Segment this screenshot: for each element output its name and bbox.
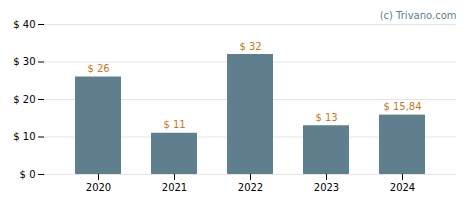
- svg-text:2023: 2023: [314, 182, 339, 193]
- svg-text:2020: 2020: [86, 182, 111, 193]
- svg-text:2022: 2022: [238, 182, 263, 193]
- svg-text:$ 30: $ 30: [13, 56, 35, 67]
- svg-text:$ 11: $ 11: [163, 119, 185, 130]
- svg-text:2021: 2021: [162, 182, 187, 193]
- svg-text:$ 32: $ 32: [239, 41, 261, 52]
- svg-text:$ 40: $ 40: [13, 19, 35, 30]
- svg-text:2024: 2024: [390, 182, 415, 193]
- svg-text:$ 13: $ 13: [315, 112, 337, 123]
- svg-text:(c) Trivano.com: (c) Trivano.com: [380, 10, 457, 21]
- svg-text:$ 10: $ 10: [13, 131, 35, 142]
- svg-text:$ 0: $ 0: [20, 169, 36, 180]
- svg-text:$ 26: $ 26: [87, 63, 109, 74]
- svg-text:$ 20: $ 20: [13, 94, 35, 105]
- svg-text:$ 15,84: $ 15,84: [383, 101, 421, 112]
